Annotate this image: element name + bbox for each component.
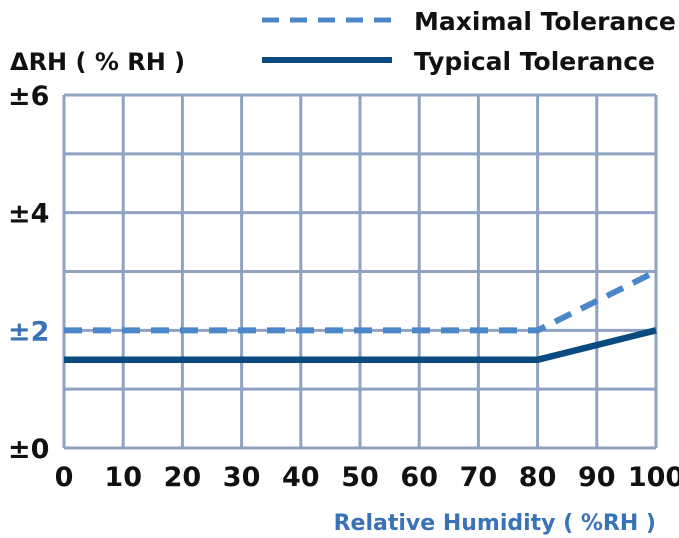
series-line-typical-tolerance [64, 327, 657, 363]
grid [62, 93, 658, 450]
legend: Maximal Tolerance Typical Tolerance [262, 7, 676, 76]
x-tick-label-0: 0 [55, 462, 74, 493]
x-axis-title: Relative Humidity ( %RH ) [334, 511, 656, 536]
x-tick-label-40: 40 [282, 462, 320, 493]
y-axis-title: ΔRH ( % RH ) [10, 48, 185, 76]
y-tick-label-4: ±4 [8, 199, 49, 230]
x-tick-label-80: 80 [519, 462, 557, 493]
x-tick-label-30: 30 [223, 462, 261, 493]
legend-label-typical-tolerance: Typical Tolerance [414, 47, 655, 76]
x-tick-label-60: 60 [400, 462, 438, 493]
tick-labels: 0 10 20 30 40 50 60 70 80 90 100 ±0 ±2 ±4 ±6 [8, 81, 679, 493]
series-line-maximal-tolerance [64, 268, 658, 334]
x-tick-label-20: 20 [164, 462, 202, 493]
x-tick-label-70: 70 [460, 462, 498, 493]
x-tick-label-50: 50 [341, 462, 379, 493]
x-tick-label-10: 10 [104, 462, 142, 493]
legend-label-maximal-tolerance: Maximal Tolerance [414, 7, 676, 36]
series-lines [64, 268, 658, 363]
y-tick-label-0: ±0 [8, 434, 49, 465]
x-tick-label-90: 90 [578, 462, 616, 493]
y-tick-label-2: ±2 [8, 316, 49, 347]
x-tick-label-100: 100 [628, 462, 679, 493]
y-tick-label-6: ±6 [8, 81, 49, 112]
